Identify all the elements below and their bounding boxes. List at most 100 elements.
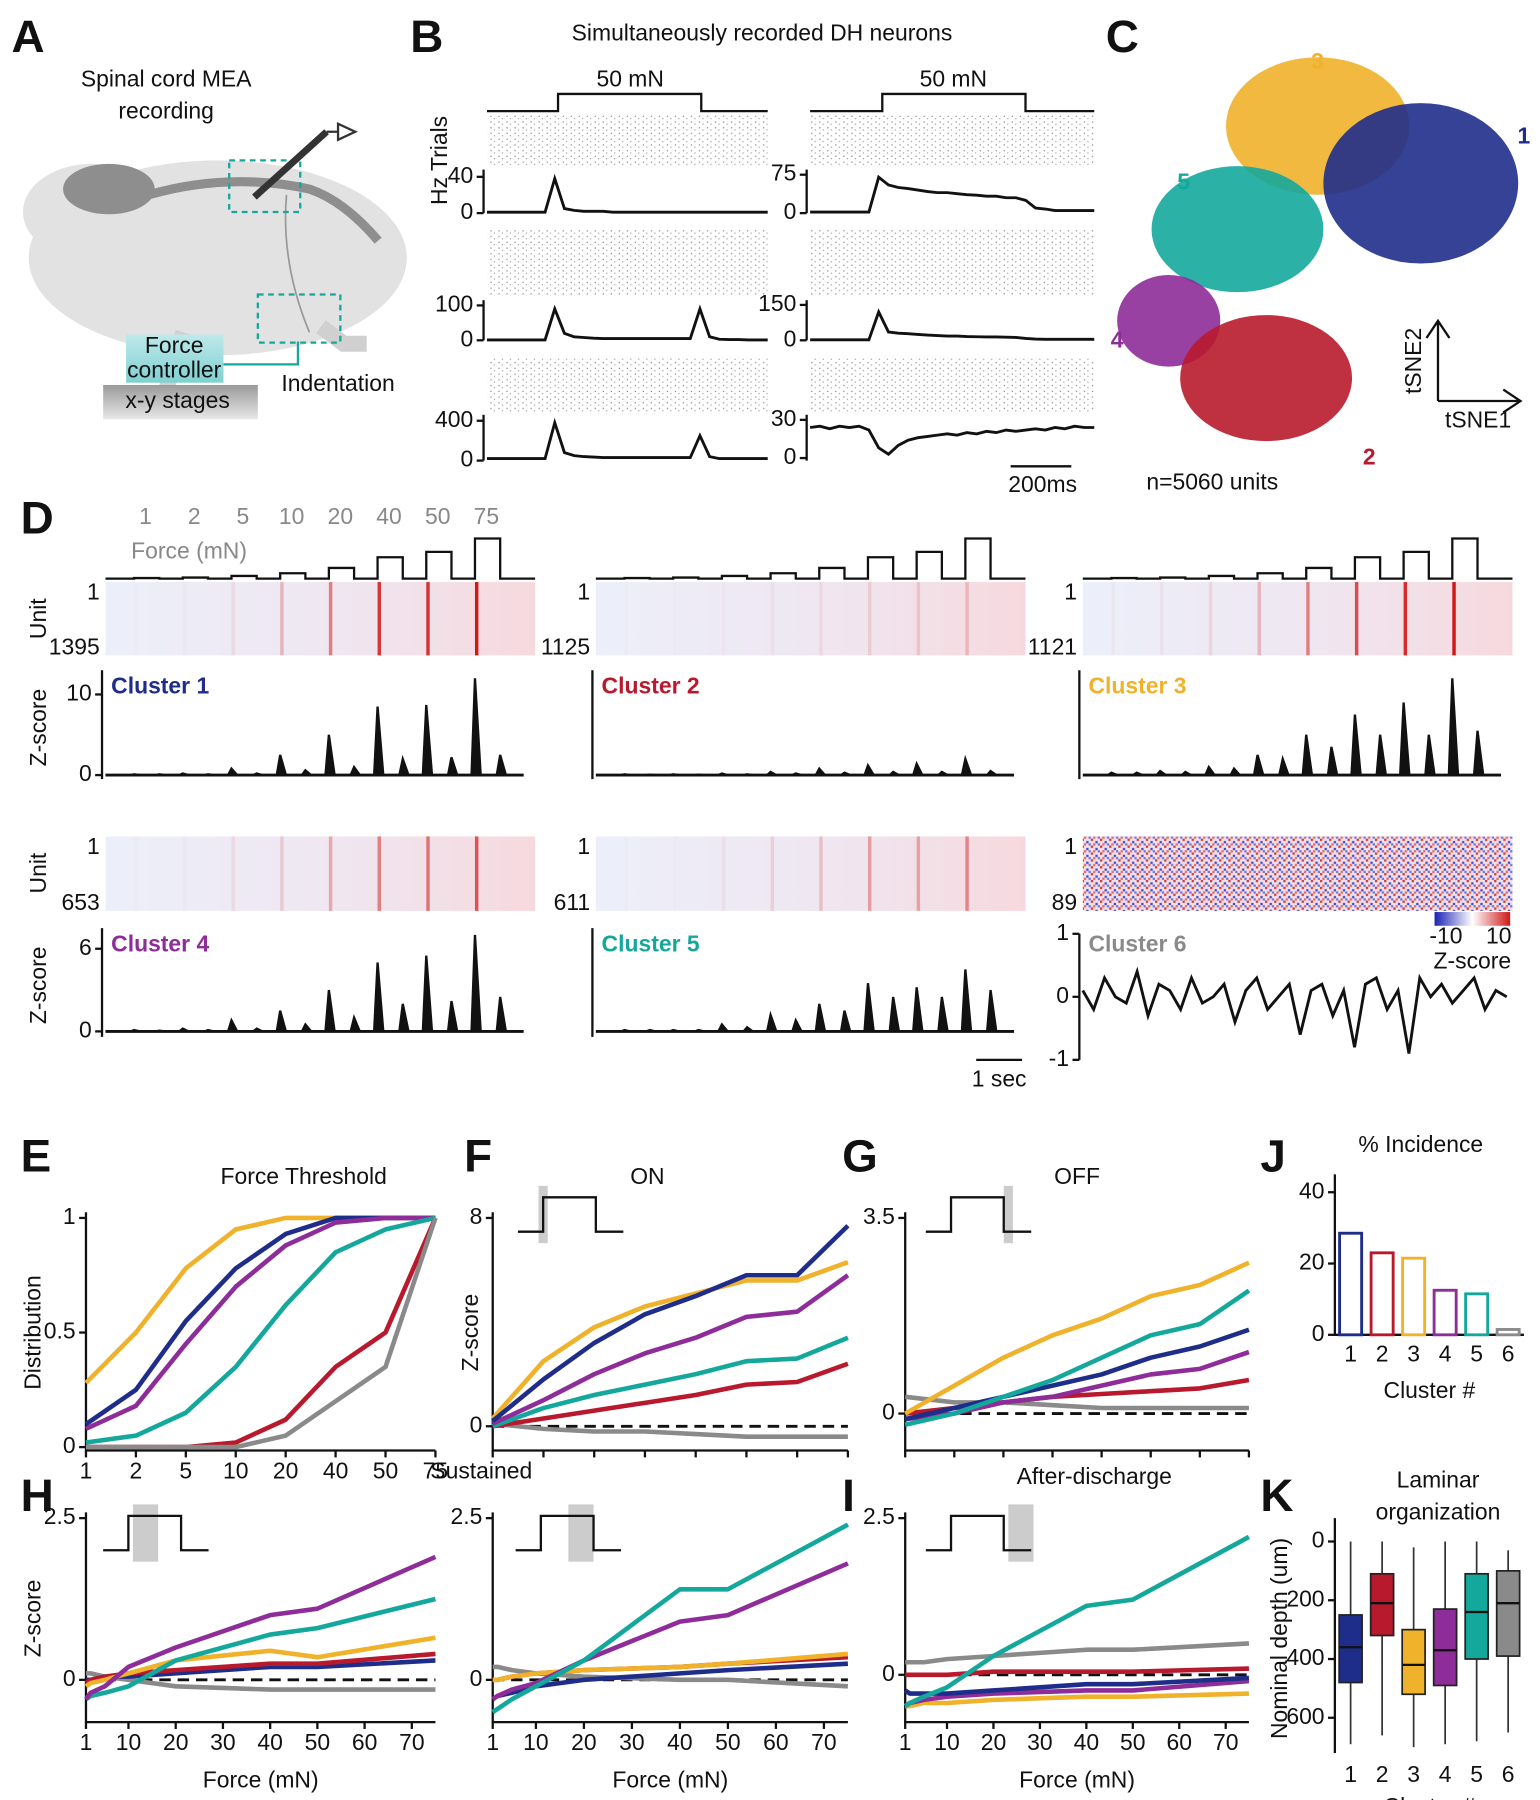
response-peak: [204, 773, 214, 777]
chart-title: ON: [630, 1163, 664, 1189]
y-tick-label: 75: [771, 160, 796, 186]
y-tick-label: -1: [1049, 1045, 1069, 1071]
x-tick-label: 20: [273, 1457, 298, 1483]
x-tick-label: 60: [352, 1729, 377, 1755]
series-line: [84, 1554, 437, 1701]
cluster-title: Cluster 3: [1089, 673, 1187, 699]
y-tick-label: 10: [66, 680, 91, 706]
scale-bar-label: 1 sec: [972, 1066, 1027, 1092]
axes: [491, 1512, 848, 1724]
x-tick-label: 70: [1213, 1729, 1238, 1755]
unit-count: 1: [577, 579, 590, 605]
heatmap-band: [134, 836, 137, 910]
panel-a-title: recording: [118, 97, 214, 123]
response-peak: [178, 772, 189, 777]
x-tick-label: 30: [1027, 1729, 1052, 1755]
panel-letter: C: [1106, 11, 1139, 62]
x-tick-label: 60: [1167, 1729, 1192, 1755]
heatmap-band: [1257, 582, 1261, 656]
tsne1-label: tSNE1: [1445, 407, 1511, 433]
box: [1369, 1572, 1395, 1637]
heatmap-band: [673, 836, 676, 910]
inset-stimulus: [925, 1514, 1032, 1552]
x-tick-label: 5: [1470, 1761, 1483, 1787]
spike-raster: [486, 357, 768, 413]
heatmap-band: [1354, 582, 1359, 656]
heatmap-band: [328, 582, 333, 656]
x-tick-label: 3: [1407, 1340, 1420, 1366]
controller-label: controller: [127, 356, 222, 382]
cluster-label: 3: [1311, 48, 1324, 74]
force-label: Force (mN): [131, 537, 247, 563]
box: [1432, 1608, 1458, 1687]
y-tick-label: 40: [448, 162, 473, 188]
response-peak: [1229, 766, 1241, 776]
response-peak: [645, 1028, 656, 1033]
force-tick-label: 2: [188, 503, 201, 529]
inset-stimulus: [517, 1196, 624, 1233]
zscore-label: Z-score: [25, 947, 51, 1025]
x-tick-label: 40: [667, 1729, 692, 1755]
heatmap-band: [867, 836, 872, 911]
y-axis-label: Distribution: [19, 1275, 45, 1390]
inset-stimulus: [103, 1514, 209, 1552]
x-tick-label: 10: [116, 1729, 141, 1755]
heatmap-band: [770, 582, 775, 656]
x-tick-label: 1: [80, 1729, 93, 1755]
y-tick-label: 8: [470, 1203, 483, 1229]
response-peak: [349, 764, 361, 776]
axes: [491, 1212, 848, 1452]
heatmap-band: [377, 582, 382, 656]
response-peak: [937, 996, 949, 1032]
inset-window: [1008, 1504, 1034, 1562]
response-peak: [960, 754, 973, 776]
series-line: [491, 1273, 850, 1426]
y-tick-label: 0: [784, 443, 797, 469]
response-peak: [349, 1013, 361, 1032]
inset-window: [132, 1504, 159, 1562]
y-tick-label: 0: [784, 198, 797, 224]
series-line: [491, 1260, 849, 1420]
y-tick-label: 100: [435, 290, 473, 316]
x-tick-label: 50: [1120, 1729, 1145, 1755]
x-tick-label: 50: [373, 1457, 398, 1483]
force-tick-label: 40: [376, 503, 401, 529]
response-peak: [446, 756, 459, 776]
series-line: [491, 1224, 850, 1423]
panel-letter: H: [21, 1470, 54, 1521]
series-line: [492, 1361, 849, 1429]
x-tick-label: 2: [130, 1457, 143, 1483]
response-peak: [1278, 754, 1290, 776]
y-tick-label: 40: [1299, 1177, 1324, 1203]
response-peak: [1301, 734, 1314, 776]
response-peak: [1107, 771, 1118, 777]
series-line: [84, 1215, 436, 1385]
y-tick-label: 400: [1286, 1644, 1324, 1670]
heatmap-band: [1160, 582, 1164, 656]
cluster-cloud: [1323, 103, 1519, 264]
x-tick-label: 3: [1407, 1761, 1420, 1787]
spike-raster: [486, 114, 768, 167]
scale-bar-label: 200ms: [1008, 471, 1077, 497]
cluster-label: 5: [1177, 168, 1190, 194]
series-line: [905, 1641, 1250, 1665]
response-peak: [1447, 678, 1460, 776]
y-tick-label: 6: [79, 934, 92, 960]
response-peak: [742, 1025, 754, 1033]
chart-title: OFF: [1054, 1163, 1100, 1189]
force-tick-label: 20: [328, 503, 353, 529]
response-peak: [620, 773, 631, 777]
trace: [486, 417, 768, 461]
response-peak: [912, 760, 924, 776]
response-peak: [275, 754, 288, 776]
heatmap-band: [231, 582, 235, 656]
response-peak: [888, 770, 900, 777]
panel-letter: G: [842, 1131, 878, 1182]
response-peak: [252, 772, 263, 777]
response-peak: [470, 934, 482, 1032]
unit-count: 1: [87, 579, 100, 605]
colorbar: [1434, 912, 1511, 926]
response-peak: [324, 989, 336, 1032]
force-tick-label: 50: [425, 503, 450, 529]
heatmap-band: [377, 836, 382, 911]
